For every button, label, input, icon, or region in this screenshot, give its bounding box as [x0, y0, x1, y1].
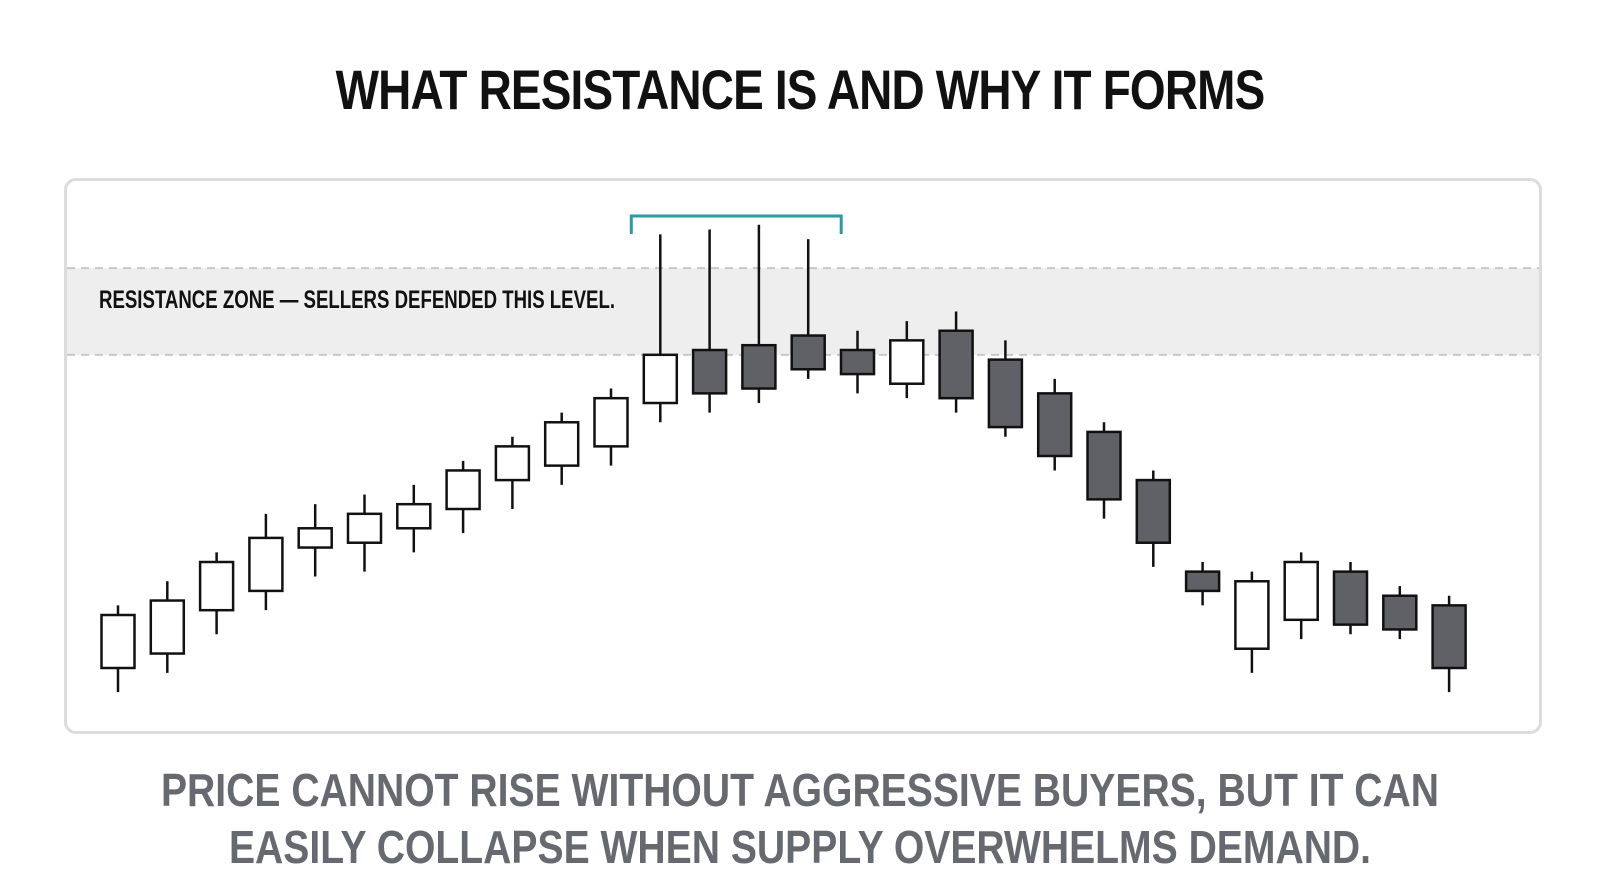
candle [445, 460, 481, 534]
candle [198, 552, 235, 635]
candle [593, 388, 629, 466]
candle [1382, 586, 1418, 640]
candle [1036, 378, 1073, 471]
candle [248, 513, 284, 611]
candle-body-bullish [396, 502, 432, 530]
candle [741, 224, 777, 403]
candle-body-bullish [593, 396, 629, 448]
candle [494, 436, 531, 509]
chart-title: WHAT RESISTANCE IS AND WHY IT FORMS [335, 58, 1266, 121]
candle-body-bearish [938, 329, 974, 400]
resistance-zone-label: RESISTANCE ZONE — SELLERS DEFENDED THIS … [99, 286, 615, 314]
candle-body-bullish [346, 512, 383, 544]
candle [790, 239, 826, 379]
candle-body-bullish [1234, 580, 1270, 650]
candle [1234, 571, 1270, 673]
candle-body-bullish [198, 560, 235, 612]
candles-group [100, 224, 1467, 693]
candle-body-bullish [494, 445, 531, 482]
candle [149, 581, 186, 673]
caption-line-2: EASILY COLLAPSE WHEN SUPPLY OVERWHELMS D… [228, 821, 1372, 873]
chart-panel: RESISTANCE ZONE — SELLERS DEFENDED THIS … [64, 178, 1542, 734]
candle-body-bullish [297, 527, 333, 549]
candle-body-bullish [543, 421, 580, 467]
candle [691, 229, 728, 413]
candle [1283, 552, 1319, 640]
caption: PRICE CANNOT RISE WITHOUT AGGRESSIVE BUY… [120, 762, 1480, 876]
candle [938, 311, 974, 413]
candle [543, 412, 580, 485]
candle [1332, 562, 1369, 635]
candle [889, 321, 925, 399]
candle-body-bullish [149, 599, 186, 655]
candlestick-chart: RESISTANCE ZONE — SELLERS DEFENDED THIS … [67, 214, 1539, 693]
rejection-bracket [629, 214, 843, 234]
candle [839, 330, 876, 394]
candle [1086, 422, 1122, 519]
candle [100, 605, 136, 693]
candle-body-bearish [691, 348, 728, 395]
candle-body-bearish [987, 358, 1024, 429]
candle [642, 234, 679, 423]
candle-body-bullish [1283, 560, 1319, 622]
candle [346, 494, 383, 572]
candle [297, 504, 333, 577]
candle [1431, 595, 1467, 693]
candle [1135, 470, 1172, 567]
candle-body-bullish [100, 613, 136, 670]
candle-body-bearish [790, 334, 826, 371]
candle-body-bearish [839, 348, 876, 376]
candle [1184, 562, 1221, 606]
candle [987, 340, 1024, 437]
candle-body-bullish [248, 536, 284, 593]
candle-body-bearish [1086, 430, 1122, 501]
candle-body-bearish [1382, 594, 1418, 631]
candle-body-bearish [1431, 604, 1467, 670]
candle-body-bearish [1332, 570, 1369, 626]
candle-body-bullish [889, 339, 925, 385]
candle-body-bearish [1135, 478, 1172, 544]
candle [396, 484, 432, 553]
candle-body-bullish [642, 353, 679, 405]
candle-body-bullish [445, 469, 481, 511]
candle-body-bearish [741, 343, 777, 390]
candle-body-bearish [1184, 570, 1221, 593]
caption-line-1: PRICE CANNOT RISE WITHOUT AGGRESSIVE BUY… [160, 764, 1440, 816]
candle-body-bearish [1036, 392, 1073, 458]
